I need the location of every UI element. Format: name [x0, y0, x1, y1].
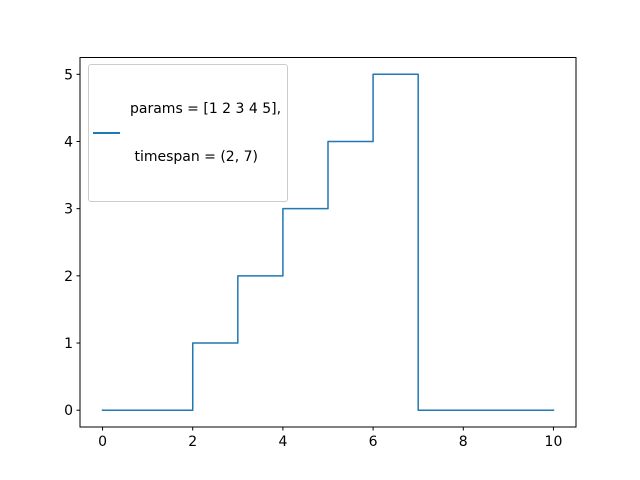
- series-line: [101, 73, 555, 411]
- axes-frame: [79, 57, 577, 428]
- y-tick-label: 4: [64, 134, 73, 150]
- legend-label: params = [1 2 3 4 5], timespan = (2, 7): [130, 69, 281, 197]
- y-tick-label: 2: [64, 269, 73, 285]
- legend: params = [1 2 3 4 5], timespan = (2, 7): [88, 64, 289, 202]
- x-tick-label: 8: [459, 434, 468, 450]
- legend-label-line2: timespan = (2, 7): [130, 149, 258, 165]
- x-tick-label: 6: [369, 434, 378, 450]
- legend-label-line1: params = [1 2 3 4 5],: [130, 101, 282, 117]
- y-tick-label: 0: [64, 403, 73, 419]
- x-tick-label: 2: [188, 434, 197, 450]
- y-tick-label: 3: [64, 202, 73, 218]
- x-tick-label: 10: [545, 434, 563, 450]
- y-tick-label: 5: [64, 67, 73, 83]
- y-tick-label: 1: [64, 336, 73, 352]
- x-tick-label: 0: [98, 434, 107, 450]
- x-tick-label: 4: [278, 434, 287, 450]
- legend-line-swatch: [93, 132, 120, 134]
